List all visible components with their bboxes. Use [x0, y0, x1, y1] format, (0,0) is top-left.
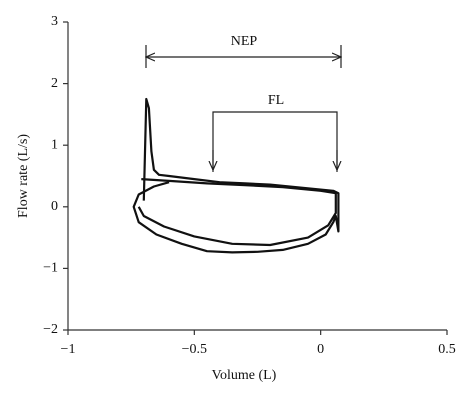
x-tick-label: 0.5	[438, 342, 456, 357]
y-tick-label: 3	[51, 14, 58, 29]
nep-label: NEP	[231, 34, 258, 49]
y-tick-label: −2	[43, 322, 58, 337]
y-tick-label: 0	[51, 199, 58, 214]
nep-annotation: NEP	[146, 34, 341, 68]
flow-volume-trace	[132, 97, 340, 254]
y-axis-label: Flow rate (L/s)	[16, 134, 31, 218]
fl-label: FL	[268, 93, 284, 108]
y-tick-label: 1	[51, 137, 58, 152]
fl-annotation: FL	[213, 93, 337, 172]
x-tick-label: −0.5	[182, 342, 207, 357]
flow-volume-trace	[137, 178, 337, 247]
x-axis-label: Volume (L)	[212, 368, 277, 383]
x-tick-label: −1	[61, 342, 76, 357]
x-tick-label: 0	[317, 342, 324, 357]
y-tick-label: −1	[43, 261, 58, 276]
y-tick-label: 2	[51, 76, 58, 91]
